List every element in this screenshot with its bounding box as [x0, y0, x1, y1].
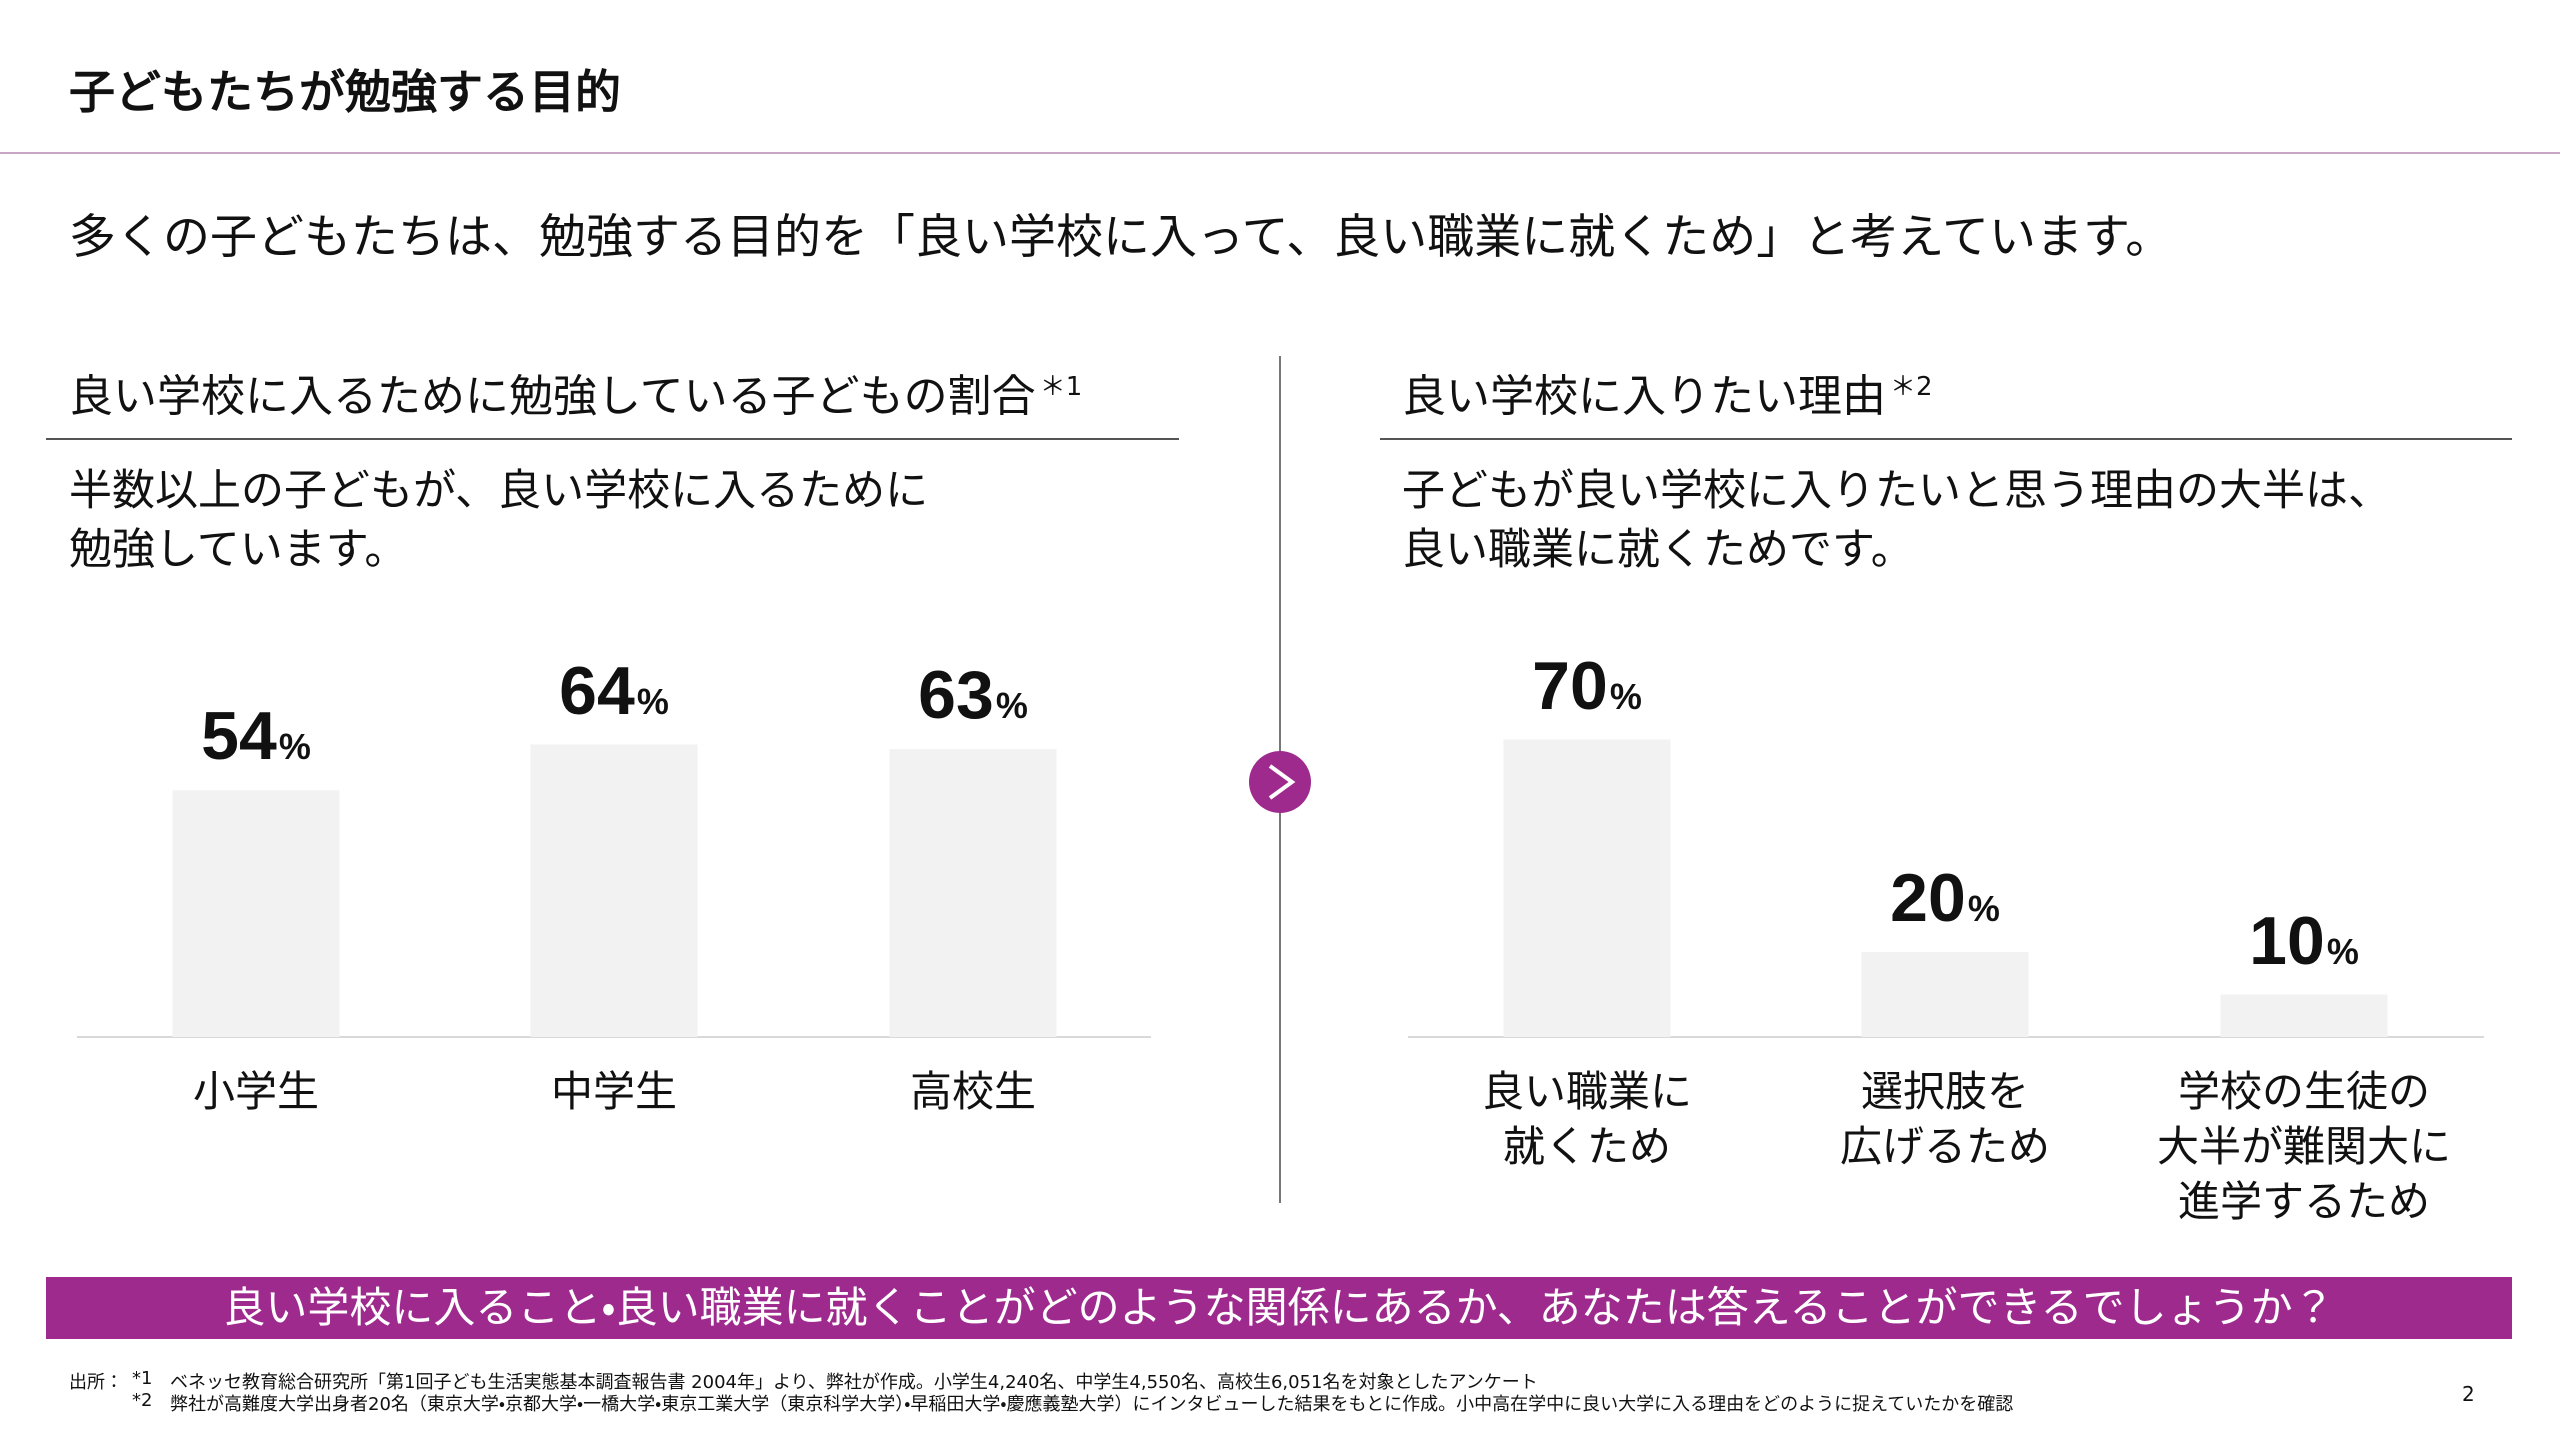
- panel-title: 良い学校に入るために勉強している子どもの割合 ＊1: [69, 371, 1083, 422]
- value-number: 54: [201, 698, 277, 775]
- source-label: 出所：: [69, 1372, 123, 1393]
- value-number: 10: [2249, 902, 2325, 979]
- bar: [2220, 994, 2388, 1037]
- panel-description: 子どもが良い学校に入りたいと思う理由の大半は、 良い職業に就くためです。: [1402, 466, 2391, 575]
- value-unit: %: [2326, 930, 2359, 972]
- value-number: 63: [918, 657, 994, 734]
- value-number: 20: [1890, 860, 1966, 936]
- banner: 良い学校に入ること・良い職業に就くことがどのような関係にあるか、あなたは答えるこ…: [46, 1277, 2512, 1339]
- panel-description: 半数以上の子どもが、良い学校に入るために 勉強しています。: [69, 466, 929, 575]
- value-unit: %: [278, 726, 311, 768]
- panel-rule: [1380, 438, 2512, 440]
- bar: [172, 790, 340, 1037]
- bar: [889, 749, 1057, 1037]
- arrow-icon: [1268, 764, 1296, 800]
- panel-rule: [46, 438, 1179, 440]
- value-label: 63%: [823, 661, 1123, 729]
- category-label: 高校生: [909, 1067, 1036, 1116]
- note-text: ベネッセ教育総合研究所「第1回子ども生活実態基本調査報告書 2004年」より、弊…: [170, 1372, 1538, 1393]
- value-unit: %: [995, 685, 1028, 727]
- note-mark: *1: [132, 1368, 153, 1389]
- title-note: ＊2: [1890, 372, 1933, 403]
- value-number: 64: [559, 652, 635, 729]
- value-unit: %: [636, 680, 669, 722]
- arrow-circle: [1249, 751, 1311, 813]
- bar: [1861, 952, 2029, 1037]
- category-label: 選択肢を 広げるため: [1839, 1067, 2050, 1171]
- value-label: 10%: [2154, 907, 2454, 975]
- value-label: 54%: [106, 702, 406, 770]
- value-unit: %: [1609, 675, 1642, 717]
- panel-title: 良い学校に入りたい理由 ＊2: [1402, 371, 1933, 422]
- category-label: 中学生: [550, 1067, 677, 1116]
- category-label: 小学生: [192, 1067, 319, 1116]
- page-number: 2: [2462, 1382, 2475, 1406]
- category-label: 良い職業に 就くため: [1481, 1067, 1692, 1171]
- value-label: 70%: [1437, 652, 1737, 720]
- page-title: 子どもたちが勉強する目的: [69, 65, 621, 119]
- note-text: 弊社が高難度大学出身者20名（東京大学・京都大学・一橋大学・東京工業大学（東京科…: [170, 1394, 2014, 1415]
- value-unit: %: [1967, 888, 2000, 929]
- value-label: 64%: [464, 657, 764, 725]
- title-note: ＊1: [1039, 372, 1083, 403]
- value-number: 70: [1532, 647, 1608, 724]
- bar: [530, 744, 698, 1037]
- value-label: 20%: [1795, 864, 2095, 932]
- lead-text: 多くの子どもたちは、勉強する目的を「良い学校に入って、良い職業に就くため」と考え…: [69, 210, 2173, 265]
- note-mark: *2: [132, 1390, 153, 1411]
- bar: [1503, 739, 1671, 1037]
- category-label: 学校の生徒の 大半が難関大に 進学するため: [2156, 1067, 2451, 1226]
